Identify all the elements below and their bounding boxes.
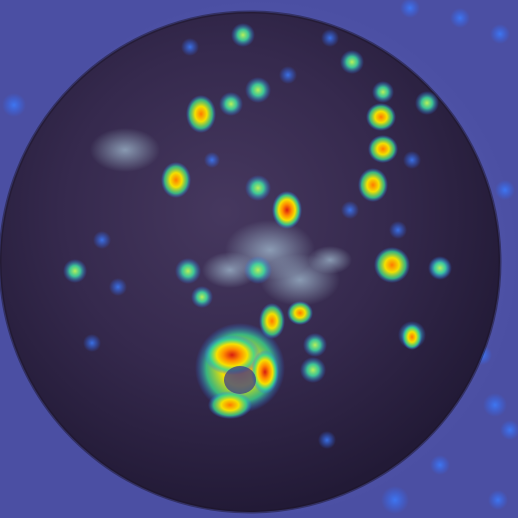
warm-spots bbox=[161, 95, 422, 350]
fruit-outline bbox=[0, 10, 502, 514]
ring-center bbox=[224, 366, 256, 394]
cool-spots bbox=[63, 23, 452, 383]
